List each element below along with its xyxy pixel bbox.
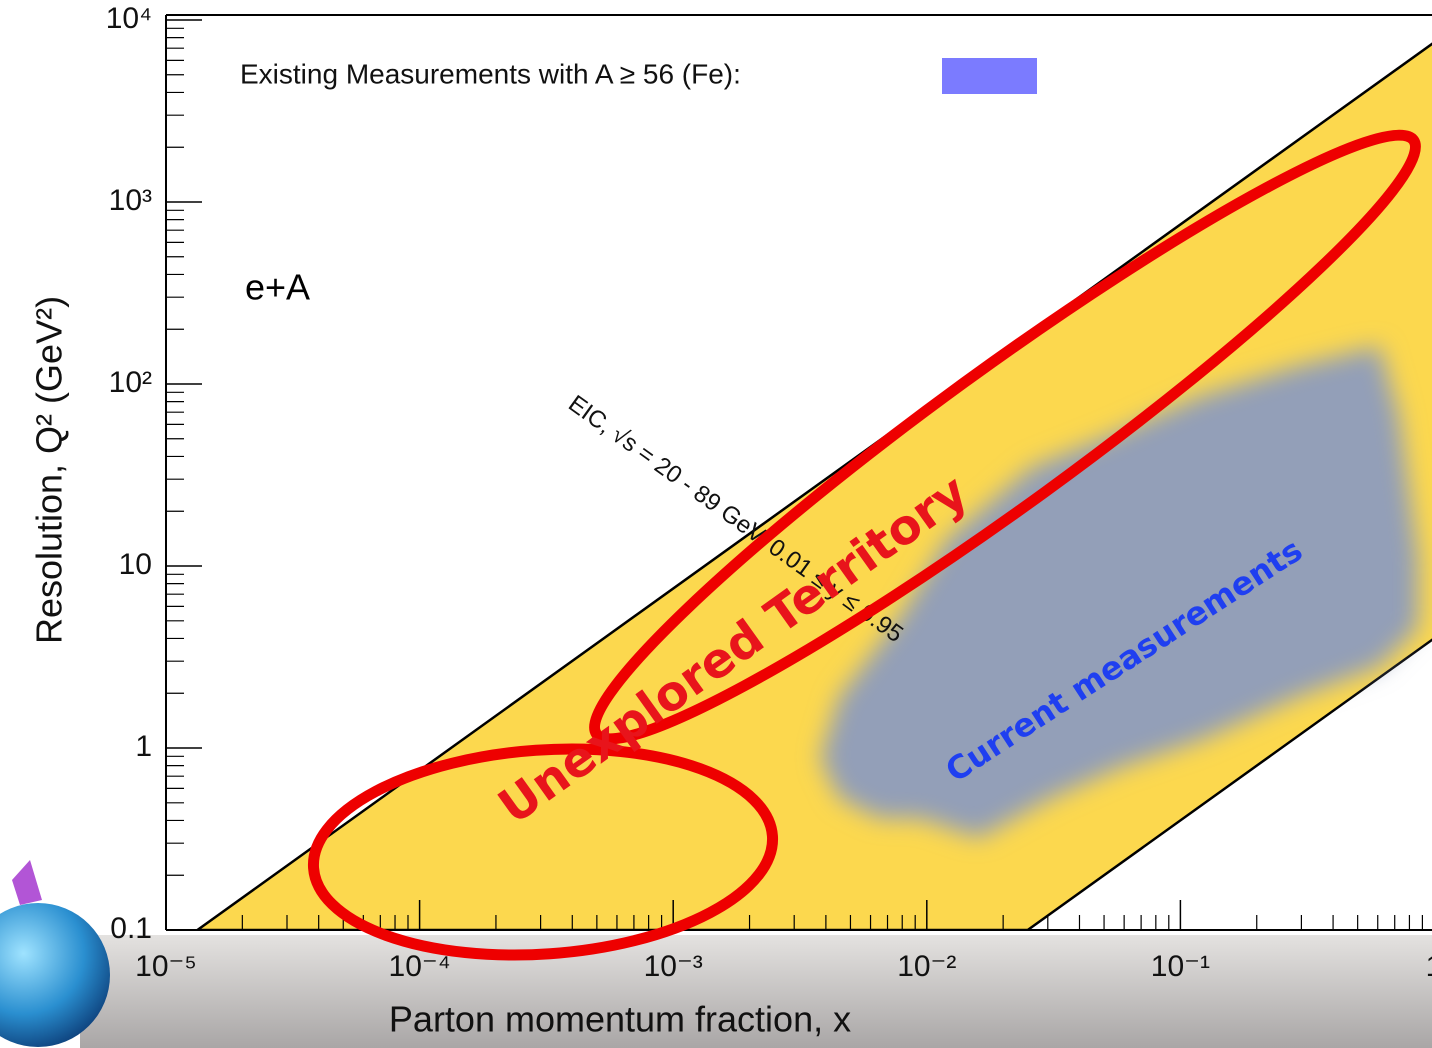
highlight-ellipse	[588, 129, 1422, 745]
x-tick-label: 10⁻²	[897, 950, 956, 983]
x-tick-label: 1	[1426, 950, 1432, 983]
x-tick-label: 10⁻⁴	[389, 950, 451, 983]
cone	[12, 860, 42, 905]
highlight-ellipse	[307, 743, 779, 961]
annotation: e+A	[245, 267, 310, 308]
legend-swatch	[942, 58, 1037, 94]
x-tick-label: 10⁻³	[644, 950, 703, 983]
x-tick-label: 10⁻⁵	[135, 950, 197, 983]
y-tick-label: 10⁴	[106, 2, 152, 35]
y-tick-label: 0.1	[110, 912, 152, 945]
footer-backdrop	[80, 935, 1432, 1048]
y-tick-label: 1	[135, 730, 152, 763]
axes: 0.1 1 10 10² 10³ 10⁴ 10⁻⁵ 10⁻⁴ 10⁻³ 10⁻² 10⁻¹ 1 Exis…	[106, 2, 1432, 983]
x-axis-label: Parton momentum fraction, x	[389, 999, 851, 1040]
y-axis-label: Resolution, Q² (GeV²)	[29, 296, 70, 644]
legend-label: Existing Measurements with A ≥ 56 (Fe):	[240, 58, 741, 89]
measurement-region	[820, 345, 1419, 839]
globe-icon	[0, 860, 110, 1047]
y-tick-label: 10³	[109, 184, 152, 217]
x-tick-label: 10⁻¹	[1151, 950, 1210, 983]
globe	[0, 903, 110, 1047]
y-tick-label: 10²	[109, 366, 152, 399]
plot-area: EIC, √s = 20 - 89 GeV, 0.01 ≤ y ≤ 0.95	[195, 42, 1432, 930]
y-tick-label: 10	[119, 548, 152, 581]
